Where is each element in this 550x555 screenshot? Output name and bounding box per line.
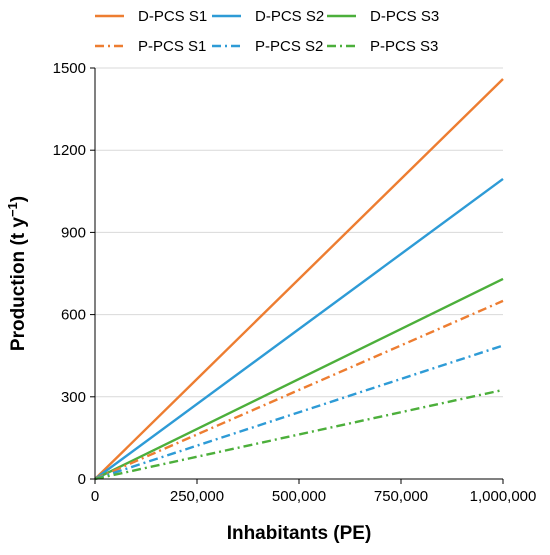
legend-label: P-PCS S3	[370, 38, 438, 55]
gridlines	[95, 67, 503, 398]
y-axis-title: Production (t y−1)	[5, 196, 30, 351]
series-line-p-pcs-s2	[94, 344, 504, 481]
y-axis-title-main: Production (t y	[8, 217, 29, 351]
y-tick-labels: 0 300 600 900 1200 1500	[53, 60, 86, 488]
x-tick-label: 750,000	[374, 488, 428, 505]
series-line-d-pcs-s2	[94, 178, 504, 480]
legend-label: P-PCS S2	[255, 38, 323, 55]
y-tick-label: 900	[61, 224, 86, 241]
legend-label: P-PCS S1	[138, 38, 206, 55]
y-tick-label: 1500	[53, 60, 86, 77]
y-tick-label: 600	[61, 307, 86, 324]
legend-label: D-PCS S3	[370, 8, 439, 25]
y-axis-title-close: )	[8, 196, 29, 202]
y-tick-label: 300	[61, 389, 86, 406]
x-tick-label: 0	[91, 488, 99, 505]
x-tick-labels: 0 250,000 500,000 750,000 1,000,000	[91, 488, 537, 505]
legend: D-PCS S1 D-PCS S2 D-PCS S3 P-PCS S1 P-PCS S2…	[95, 8, 439, 55]
y-tick-label: 1200	[53, 142, 86, 159]
x-axis-title: Inhabitants (PE)	[227, 523, 372, 544]
series-line-p-pcs-s3	[94, 388, 504, 481]
x-tick-label: 1,000,000	[470, 488, 537, 505]
y-axis-title-superscript: −1	[5, 202, 20, 217]
y-tick-label: 0	[78, 471, 86, 488]
series-lines	[94, 78, 504, 481]
x-tick-label: 250,000	[170, 488, 224, 505]
legend-label: D-PCS S2	[255, 8, 324, 25]
series-line-d-pcs-s1	[94, 78, 504, 480]
legend-label: D-PCS S1	[138, 8, 207, 25]
axes	[90, 67, 504, 484]
series-line-d-pcs-s3	[94, 277, 504, 481]
series-line-p-pcs-s1	[94, 299, 504, 481]
x-tick-label: 500,000	[272, 488, 326, 505]
